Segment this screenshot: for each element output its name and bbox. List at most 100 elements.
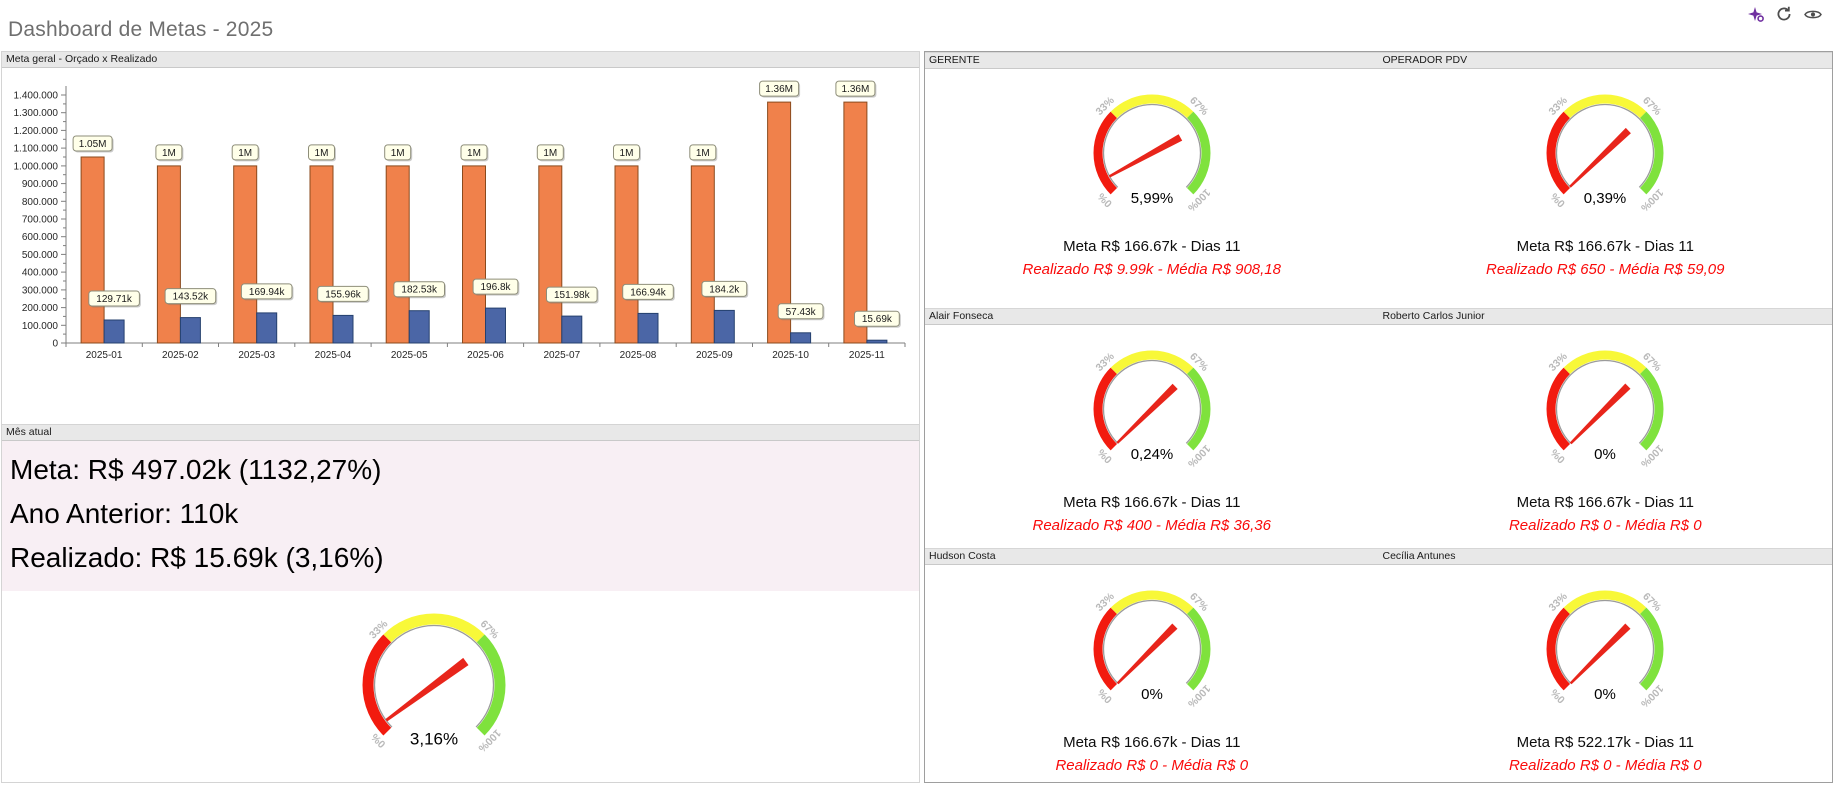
orcado-bar[interactable]: [690, 165, 715, 344]
staff-cell: GERENTE 0% 33% 67% 100% 5,99% Meta R$ 166.67…: [925, 52, 1379, 308]
svg-text:700.000: 700.000: [22, 215, 59, 226]
x-tick-label: 2025-10: [772, 350, 809, 361]
realizado-bar[interactable]: [790, 332, 812, 344]
svg-text:1M: 1M: [162, 148, 176, 159]
refresh-icon[interactable]: [1776, 6, 1792, 27]
bar-value-label: 1M: [155, 144, 184, 162]
gauge-scale-label: 100%: [1184, 442, 1212, 470]
gauge-band: [1563, 94, 1647, 119]
gauge-chart[interactable]: 0%33% 67%100%0%: [1064, 573, 1240, 717]
svg-text:166.94k: 166.94k: [630, 287, 667, 298]
staff-cell-body: 0% 33% 67% 100% 0% Meta R$ 166.67k - Dias 11…: [1379, 325, 1833, 534]
realizado-bar[interactable]: [866, 339, 888, 344]
x-tick-label: 2025-08: [620, 350, 657, 361]
gauge-needle: [1116, 623, 1178, 685]
gauge-band: [1546, 111, 1571, 195]
svg-text:800.000: 800.000: [22, 197, 59, 208]
gauge-chart[interactable]: 0%33% 67%100%0%: [1517, 573, 1693, 717]
gauge-value: 0%: [1594, 446, 1616, 463]
realizado-bar[interactable]: [561, 315, 583, 344]
x-tick-label: 2025-07: [543, 350, 580, 361]
staff-cell-body: 0% 33% 67% 100% 0,39% Meta R$ 166.67k - Dias…: [1379, 69, 1833, 278]
realizado-text: Realizado R$ 0 - Média R$ 0: [1508, 517, 1702, 534]
gauge-band: [1093, 111, 1117, 195]
bar-value-label: 1.36M: [759, 80, 801, 98]
realizado-text: Realizado R$ 0 - Média R$ 0: [1055, 757, 1249, 774]
staff-cell-body: 0% 33% 67% 100% 0% Meta R$ 522.17k - Dias 11…: [1379, 565, 1833, 774]
svg-text:600.000: 600.000: [22, 232, 59, 243]
orcado-bar[interactable]: [843, 101, 868, 344]
realizado-bar[interactable]: [256, 312, 278, 344]
y-axis-labels: 1.400.000 1.300.000 1.200.000 1.100.000 1.00…: [14, 91, 59, 350]
svg-text:1M: 1M: [620, 148, 634, 159]
svg-text:1.36M: 1.36M: [765, 84, 793, 95]
realizado-bar[interactable]: [179, 317, 201, 344]
staff-name: Hudson Costa: [925, 548, 1379, 565]
gauge-chart[interactable]: 0%33% 67%100%0,39%: [1517, 77, 1693, 221]
orcado-bar[interactable]: [233, 165, 258, 344]
orcado-bar[interactable]: [538, 165, 563, 344]
gauge-band: [476, 634, 505, 736]
gauge-chart[interactable]: 0%33% 67%100%5,99%: [1064, 77, 1240, 221]
orcado-bar[interactable]: [385, 165, 410, 344]
svg-text:0: 0: [52, 339, 58, 350]
orcado-bar[interactable]: [80, 156, 105, 344]
gauge-scale-label: 100%: [1184, 682, 1212, 710]
realizado-bar[interactable]: [408, 310, 430, 344]
gauge-chart[interactable]: 0%33% 67%100%3,16%: [334, 597, 534, 765]
svg-text:1.300.000: 1.300.000: [14, 108, 59, 119]
sparkle-icon[interactable]: [1748, 6, 1764, 27]
mes-atual-gauge[interactable]: 0% 33% 67% 100% 3,16%: [334, 597, 534, 770]
x-axis: [65, 342, 906, 347]
x-tick-label: 2025-01: [86, 350, 123, 361]
gauge-band: [1110, 94, 1194, 119]
ano-anterior-line: Ano Anterior: 110k: [10, 498, 239, 529]
gauge-band: [1546, 607, 1571, 691]
gauge-value: 0%: [1594, 686, 1616, 703]
gauge-band: [1546, 367, 1571, 451]
orcado-bar[interactable]: [462, 165, 486, 344]
svg-text:196.8k: 196.8k: [480, 282, 511, 293]
realizado-bar[interactable]: [332, 314, 354, 344]
meta-text: Meta R$ 166.67k - Dias 11: [1063, 238, 1241, 255]
svg-text:155.96k: 155.96k: [325, 289, 362, 300]
realizado-bar[interactable]: [103, 319, 125, 344]
staff-cell: Alair Fonseca 0% 33% 67% 100% 0,24% Meta R$ …: [925, 308, 1379, 548]
gauge-band: [1110, 590, 1194, 615]
gauge-inner-ring: [1556, 359, 1655, 444]
gauge-chart[interactable]: 0%33% 67%100%0%: [1517, 333, 1693, 477]
orcado-bar[interactable]: [156, 165, 181, 344]
gauge-chart[interactable]: 0%33% 67%100%0,24%: [1064, 333, 1240, 477]
svg-text:1.36M: 1.36M: [842, 84, 870, 95]
svg-text:1M: 1M: [543, 148, 557, 159]
meta-summary-line: Meta: R$ 497.02k (1132,27%): [10, 454, 382, 485]
mes-atual-gauge-wrap: 0% 33% 67% 100% 3,16%: [2, 597, 919, 770]
gauge-needle: [384, 657, 468, 722]
staff-cell: Cecília Antunes 0% 33% 67% 100% 0% Meta R$ 5…: [1378, 548, 1833, 782]
svg-text:151.98k: 151.98k: [554, 290, 591, 301]
gauge-inner-ring: [1102, 103, 1201, 188]
orcado-bar[interactable]: [614, 165, 639, 344]
svg-text:143.52k: 143.52k: [173, 292, 210, 303]
toolbar: [1748, 6, 1822, 27]
svg-text:400.000: 400.000: [22, 268, 59, 279]
staff-cell: Roberto Carlos Junior 0% 33% 67% 100% 0% Met…: [1378, 308, 1833, 548]
realizado-text: Realizado R$ 9.99k - Média R$ 908,18: [1022, 261, 1282, 278]
gauge-needle: [1570, 623, 1631, 685]
meta-text: Meta R$ 166.67k - Dias 11: [1516, 238, 1694, 255]
orcado-bar[interactable]: [767, 101, 792, 344]
realizado-text: Realizado R$ 0 - Média R$ 0: [1508, 757, 1702, 774]
bar-value-label: 169.94k: [240, 283, 294, 301]
eye-icon[interactable]: [1804, 8, 1822, 26]
gauge-band: [1640, 607, 1664, 691]
orcado-bar[interactable]: [309, 165, 334, 344]
gauge-band: [1640, 367, 1664, 451]
svg-text:169.94k: 169.94k: [249, 287, 286, 298]
realizado-bar[interactable]: [637, 312, 659, 344]
realizado-bar[interactable]: [713, 309, 735, 344]
realizado-bar[interactable]: [485, 307, 506, 344]
x-tick-label: 2025-03: [238, 350, 275, 361]
svg-text:184.2k: 184.2k: [709, 284, 740, 295]
svg-text:1.100.000: 1.100.000: [14, 144, 59, 155]
meta-text: Meta R$ 166.67k - Dias 11: [1063, 734, 1241, 751]
